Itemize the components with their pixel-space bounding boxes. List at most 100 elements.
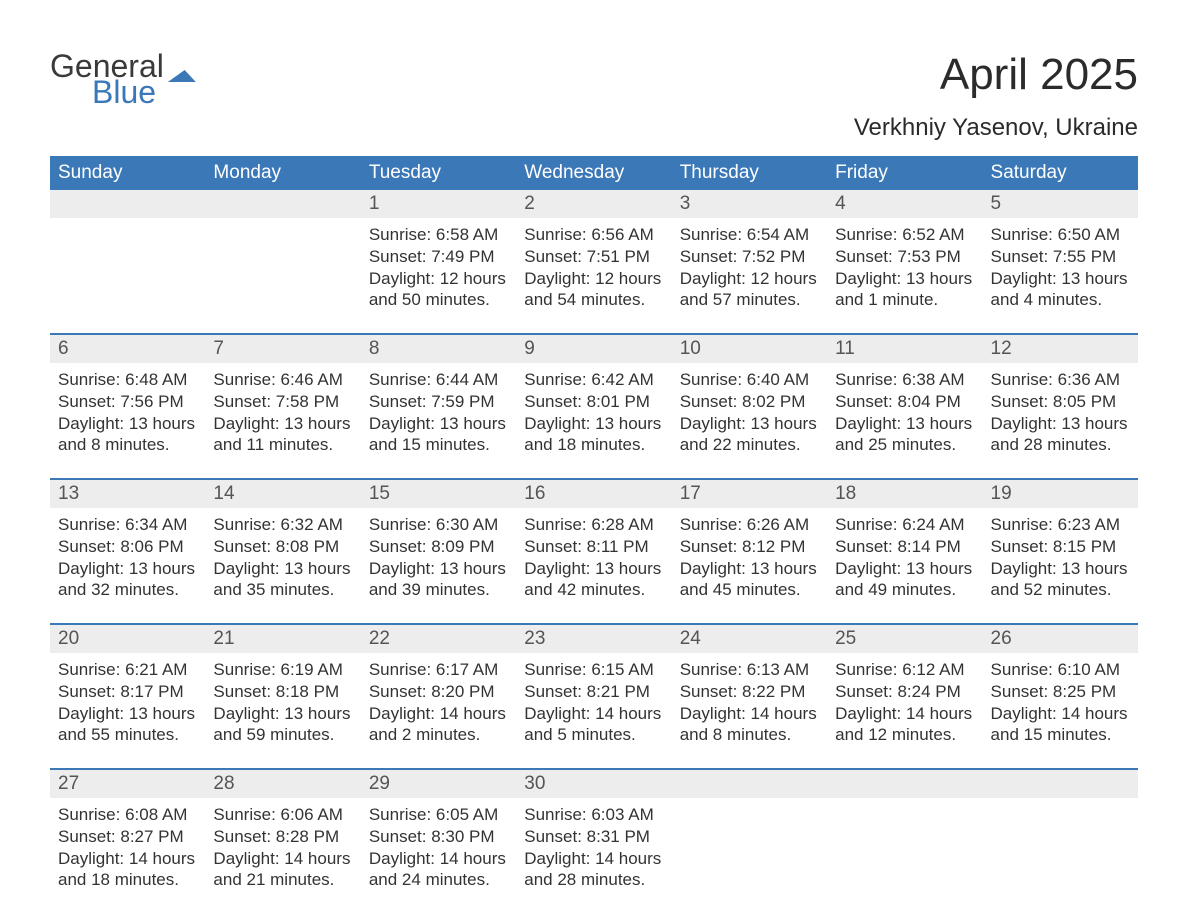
day-number: 11 [827,335,982,363]
calendar-day-cell: 26Sunrise: 6:10 AMSunset: 8:25 PMDayligh… [983,624,1138,769]
sunset-line: Sunset: 8:12 PM [680,536,819,558]
day-number: 23 [516,625,671,653]
logo: General Blue [50,50,196,108]
calendar-day-cell: 13Sunrise: 6:34 AMSunset: 8:06 PMDayligh… [50,479,205,624]
day-content: Sunrise: 6:36 AMSunset: 8:05 PMDaylight:… [983,363,1138,456]
weekday-header: Monday [205,156,360,190]
day-content: Sunrise: 6:23 AMSunset: 8:15 PMDaylight:… [983,508,1138,601]
day-content: Sunrise: 6:46 AMSunset: 7:58 PMDaylight:… [205,363,360,456]
day-number: 21 [205,625,360,653]
calendar-day-cell: 27Sunrise: 6:08 AMSunset: 8:27 PMDayligh… [50,769,205,913]
sunset-line: Sunset: 8:14 PM [835,536,974,558]
day-content: Sunrise: 6:10 AMSunset: 8:25 PMDaylight:… [983,653,1138,746]
sunrise-line: Sunrise: 6:40 AM [680,369,819,391]
day-content: Sunrise: 6:15 AMSunset: 8:21 PMDaylight:… [516,653,671,746]
calendar-week-row: 1Sunrise: 6:58 AMSunset: 7:49 PMDaylight… [50,190,1138,334]
sunset-line: Sunset: 7:53 PM [835,246,974,268]
sunset-line: Sunset: 8:01 PM [524,391,663,413]
day-content: Sunrise: 6:05 AMSunset: 8:30 PMDaylight:… [361,798,516,891]
calendar-day-cell: 3Sunrise: 6:54 AMSunset: 7:52 PMDaylight… [672,190,827,334]
sunrise-line: Sunrise: 6:54 AM [680,224,819,246]
daylight-line: Daylight: 13 hours and 4 minutes. [991,268,1130,312]
daylight-line: Daylight: 13 hours and 22 minutes. [680,413,819,457]
day-number-empty [827,770,982,798]
sunset-line: Sunset: 8:17 PM [58,681,197,703]
day-number: 4 [827,190,982,218]
calendar-day-cell: 25Sunrise: 6:12 AMSunset: 8:24 PMDayligh… [827,624,982,769]
daylight-line: Daylight: 13 hours and 42 minutes. [524,558,663,602]
sunset-line: Sunset: 8:24 PM [835,681,974,703]
sunset-line: Sunset: 8:27 PM [58,826,197,848]
sunset-line: Sunset: 8:02 PM [680,391,819,413]
calendar-day-cell [672,769,827,913]
sunrise-line: Sunrise: 6:48 AM [58,369,197,391]
sunset-line: Sunset: 7:55 PM [991,246,1130,268]
calendar-day-cell: 30Sunrise: 6:03 AMSunset: 8:31 PMDayligh… [516,769,671,913]
calendar-day-cell: 17Sunrise: 6:26 AMSunset: 8:12 PMDayligh… [672,479,827,624]
sunset-line: Sunset: 8:05 PM [991,391,1130,413]
day-content: Sunrise: 6:52 AMSunset: 7:53 PMDaylight:… [827,218,982,311]
calendar-day-cell: 21Sunrise: 6:19 AMSunset: 8:18 PMDayligh… [205,624,360,769]
sunrise-line: Sunrise: 6:06 AM [213,804,352,826]
daylight-line: Daylight: 13 hours and 39 minutes. [369,558,508,602]
daylight-line: Daylight: 12 hours and 54 minutes. [524,268,663,312]
calendar-body: 1Sunrise: 6:58 AMSunset: 7:49 PMDaylight… [50,190,1138,913]
sunset-line: Sunset: 7:49 PM [369,246,508,268]
calendar-day-cell [983,769,1138,913]
daylight-line: Daylight: 13 hours and 49 minutes. [835,558,974,602]
sunset-line: Sunset: 8:28 PM [213,826,352,848]
sunset-line: Sunset: 8:25 PM [991,681,1130,703]
weekday-header: Saturday [983,156,1138,190]
day-number: 8 [361,335,516,363]
day-content: Sunrise: 6:17 AMSunset: 8:20 PMDaylight:… [361,653,516,746]
day-content: Sunrise: 6:26 AMSunset: 8:12 PMDaylight:… [672,508,827,601]
sunrise-line: Sunrise: 6:56 AM [524,224,663,246]
day-content: Sunrise: 6:03 AMSunset: 8:31 PMDaylight:… [516,798,671,891]
day-number: 7 [205,335,360,363]
daylight-line: Daylight: 14 hours and 12 minutes. [835,703,974,747]
calendar-day-cell [50,190,205,334]
day-content: Sunrise: 6:48 AMSunset: 7:56 PMDaylight:… [50,363,205,456]
daylight-line: Daylight: 12 hours and 57 minutes. [680,268,819,312]
calendar-day-cell: 23Sunrise: 6:15 AMSunset: 8:21 PMDayligh… [516,624,671,769]
calendar-day-cell: 6Sunrise: 6:48 AMSunset: 7:56 PMDaylight… [50,334,205,479]
sunrise-line: Sunrise: 6:10 AM [991,659,1130,681]
calendar-day-cell: 8Sunrise: 6:44 AMSunset: 7:59 PMDaylight… [361,334,516,479]
daylight-line: Daylight: 13 hours and 11 minutes. [213,413,352,457]
calendar-week-row: 27Sunrise: 6:08 AMSunset: 8:27 PMDayligh… [50,769,1138,913]
calendar-day-cell: 10 Sunrise: 6:40 AMSunset: 8:02 PMDayligh… [672,334,827,479]
day-number: 28 [205,770,360,798]
day-content: Sunrise: 6:38 AMSunset: 8:04 PMDaylight:… [827,363,982,456]
calendar-day-cell: 1Sunrise: 6:58 AMSunset: 7:49 PMDaylight… [361,190,516,334]
daylight-line: Daylight: 13 hours and 55 minutes. [58,703,197,747]
sunrise-line: Sunrise: 6:52 AM [835,224,974,246]
daylight-line: Daylight: 14 hours and 8 minutes. [680,703,819,747]
weekday-header: Thursday [672,156,827,190]
calendar-day-cell: 24Sunrise: 6:13 AMSunset: 8:22 PMDayligh… [672,624,827,769]
weekday-header: Sunday [50,156,205,190]
day-content: Sunrise: 6:32 AMSunset: 8:08 PMDaylight:… [205,508,360,601]
calendar-day-cell: 18Sunrise: 6:24 AMSunset: 8:14 PMDayligh… [827,479,982,624]
daylight-line: Daylight: 13 hours and 1 minute. [835,268,974,312]
day-content: Sunrise: 6:42 AMSunset: 8:01 PMDaylight:… [516,363,671,456]
calendar-day-cell: 4Sunrise: 6:52 AMSunset: 7:53 PMDaylight… [827,190,982,334]
day-number: 30 [516,770,671,798]
day-number: 10 [672,335,827,363]
page-header: General Blue April 2025 Verkhniy Yasenov… [50,50,1138,142]
calendar-day-cell [827,769,982,913]
day-number: 15 [361,480,516,508]
day-number: 16 [516,480,671,508]
day-content: Sunrise: 6:56 AMSunset: 7:51 PMDaylight:… [516,218,671,311]
day-number: 12 [983,335,1138,363]
daylight-line: Daylight: 13 hours and 32 minutes. [58,558,197,602]
sunset-line: Sunset: 8:09 PM [369,536,508,558]
day-number: 26 [983,625,1138,653]
daylight-line: Daylight: 13 hours and 15 minutes. [369,413,508,457]
day-number: 18 [827,480,982,508]
day-content: Sunrise: 6:28 AMSunset: 8:11 PMDaylight:… [516,508,671,601]
daylight-line: Daylight: 13 hours and 25 minutes. [835,413,974,457]
sunset-line: Sunset: 7:52 PM [680,246,819,268]
daylight-line: Daylight: 13 hours and 18 minutes. [524,413,663,457]
calendar-table: SundayMondayTuesdayWednesdayThursdayFrid… [50,156,1138,913]
calendar-week-row: 13Sunrise: 6:34 AMSunset: 8:06 PMDayligh… [50,479,1138,624]
